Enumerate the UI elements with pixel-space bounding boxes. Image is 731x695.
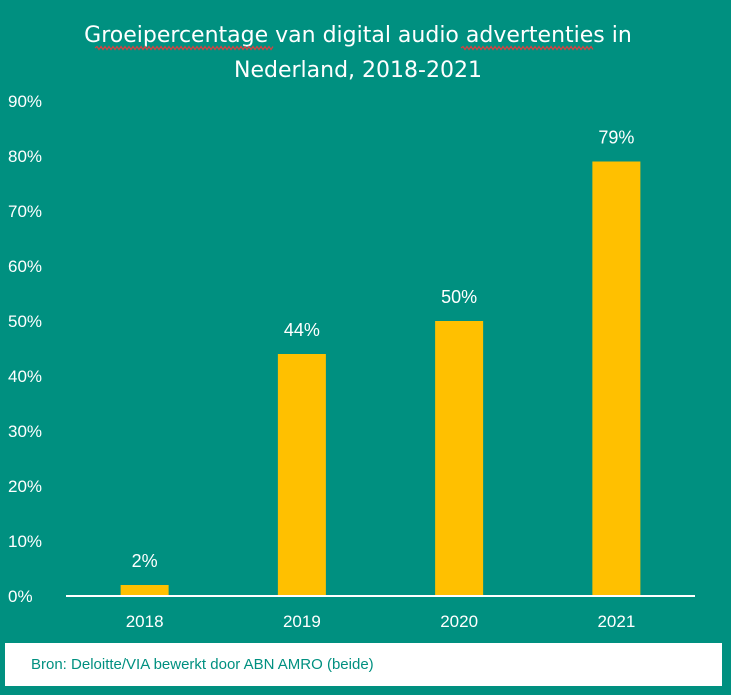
chart-title-line-1: Groeipercentage van digital audio advert…	[84, 23, 632, 48]
data-label-2020: 50%	[441, 287, 477, 307]
y-tick-label: 90%	[8, 92, 42, 111]
y-tick-label: 70%	[8, 202, 42, 221]
data-label-2019: 44%	[284, 320, 320, 340]
bars	[120, 161, 641, 596]
y-tick-label: 50%	[8, 312, 42, 331]
source-note: Bron: Deloitte/VIA bewerkt door ABN AMRO…	[5, 643, 722, 686]
x-tick-label-2021: 2021	[597, 612, 635, 631]
y-axis: 0% 10% 20% 30% 40% 50% 60% 70% 80% 90%	[8, 92, 42, 606]
y-tick-label: 10%	[8, 532, 42, 551]
data-labels: 2% 44% 50% 79%	[132, 128, 635, 572]
y-tick-label: 30%	[8, 422, 42, 441]
x-tick-label-2018: 2018	[126, 612, 164, 631]
y-tick-label: 20%	[8, 477, 42, 496]
x-tick-label-2019: 2019	[283, 612, 321, 631]
title-spellcheck-underlines	[94, 45, 594, 51]
spellcheck-underline	[460, 45, 594, 51]
data-label-2021: 79%	[598, 128, 634, 148]
y-tick-label: 60%	[8, 257, 42, 276]
bar-2018	[120, 585, 169, 596]
x-tick-label-2020: 2020	[440, 612, 478, 631]
y-tick-label: 40%	[8, 367, 42, 386]
data-label-2018: 2%	[132, 551, 158, 571]
x-axis: 2018 2019 2020 2021	[126, 612, 636, 631]
bar-2019	[277, 354, 326, 596]
y-tick-label: 80%	[8, 147, 42, 166]
bar-2021	[592, 161, 641, 596]
spellcheck-underline	[94, 45, 274, 51]
y-tick-label: 0%	[8, 587, 33, 606]
source-text: Bron: Deloitte/VIA bewerkt door ABN AMRO…	[31, 656, 374, 673]
bar-chart: Groeipercentage van digital audio advert…	[8, 23, 695, 631]
bar-2020	[435, 321, 484, 596]
chart-title-line-2: Nederland, 2018-2021	[234, 58, 482, 83]
